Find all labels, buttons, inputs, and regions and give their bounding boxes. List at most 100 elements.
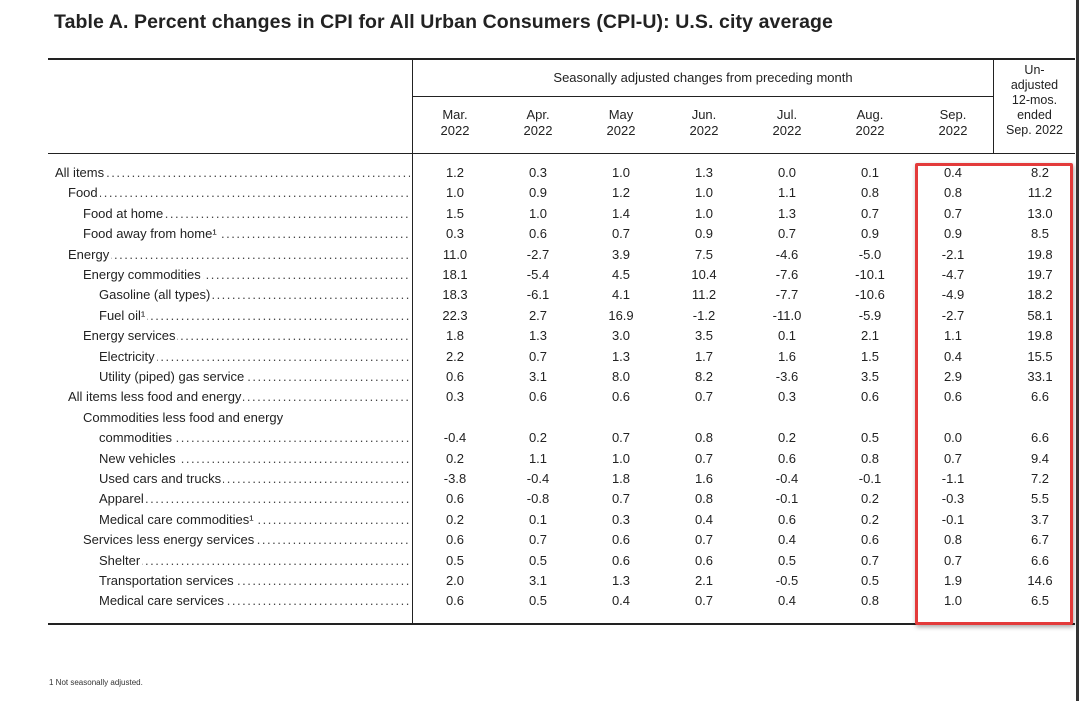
value-cell: 0.5 <box>777 552 797 568</box>
row-label-text: Food at home <box>83 205 166 221</box>
row-label-text: Commodities less food and energy <box>83 409 286 425</box>
value-cell: 0.6 <box>445 491 465 507</box>
value-cell: 0.6 <box>528 389 548 405</box>
unadjusted-value-cell: 15.5 <box>1027 348 1053 364</box>
year-label: 2022 <box>772 123 802 138</box>
value-cell: 1.8 <box>445 328 465 344</box>
value-cell: -2.1 <box>941 246 965 262</box>
month-header: Aug. 2022 <box>835 107 905 139</box>
value-cell: 0.5 <box>860 430 880 446</box>
value-cell: 1.1 <box>943 328 963 344</box>
value-cell: 0.7 <box>694 450 714 466</box>
month-header: Mar. 2022 <box>420 107 490 139</box>
value-cell: 4.1 <box>611 287 631 303</box>
value-cell: 0.7 <box>943 450 963 466</box>
value-cell: 0.7 <box>528 348 548 364</box>
row-label: ........................................… <box>55 307 410 323</box>
value-cell: 0.7 <box>611 226 631 242</box>
value-cell: 0.8 <box>694 430 714 446</box>
value-cell: 0.2 <box>445 450 465 466</box>
month-label: Aug. <box>856 107 884 122</box>
value-cell: 1.3 <box>611 573 631 588</box>
row-label: ........................................… <box>55 552 410 568</box>
year-label: 2022 <box>855 123 885 138</box>
value-cell: 3.1 <box>528 369 548 384</box>
table-row: ........................................… <box>0 430 1079 450</box>
row-label: ........................................… <box>55 471 410 486</box>
month-label: Apr. <box>526 107 550 122</box>
row-label-text: All items <box>55 165 107 180</box>
year-label: 2022 <box>606 123 636 138</box>
row-label-text: Utility (piped) gas service <box>99 369 247 384</box>
unadjusted-value-cell: 58.1 <box>1027 307 1053 323</box>
unadjusted-line: Un- <box>1024 63 1045 77</box>
unadjusted-value-cell: 19.8 <box>1027 328 1053 344</box>
value-cell: 1.0 <box>445 185 465 201</box>
value-cell: -7.7 <box>775 287 799 303</box>
value-cell: -0.1 <box>775 491 799 507</box>
value-cell: 1.0 <box>943 593 963 609</box>
month-label: Jul. <box>776 107 798 122</box>
value-cell: 0.6 <box>445 532 465 548</box>
value-cell: -3.8 <box>443 471 467 486</box>
value-cell: 0.7 <box>860 552 880 568</box>
month-header: Sep. 2022 <box>918 107 988 139</box>
value-cell: 0.1 <box>777 328 797 344</box>
row-label-text: Energy services <box>83 328 178 344</box>
table-row: ........................................… <box>0 267 1079 287</box>
month-header: Apr. 2022 <box>503 107 573 139</box>
row-label: Commodities less food and energy <box>55 409 410 425</box>
value-cell: 0.5 <box>528 552 548 568</box>
row-label-text: Energy commodities <box>83 267 203 282</box>
value-cell: 1.1 <box>528 450 548 466</box>
unadjusted-value-cell: 6.6 <box>1030 430 1050 446</box>
value-cell: -4.6 <box>775 246 799 262</box>
value-cell: 0.6 <box>611 389 631 405</box>
value-cell: 0.2 <box>860 511 880 527</box>
row-label-text: Transportation services <box>99 573 236 588</box>
table-row: ........................................… <box>0 185 1079 205</box>
leader-dots: ........................................… <box>99 348 410 364</box>
table-row: ........................................… <box>0 348 1079 369</box>
value-cell: 1.5 <box>860 348 880 364</box>
value-cell: 0.4 <box>694 511 714 527</box>
value-cell: 22.3 <box>442 307 468 323</box>
value-cell: 2.0 <box>445 573 465 588</box>
value-cell: 0.4 <box>943 165 963 180</box>
table-row: ........................................… <box>0 369 1079 389</box>
unadjusted-divider <box>993 60 994 153</box>
row-label: ........................................… <box>55 532 410 548</box>
value-cell: 0.6 <box>528 226 548 242</box>
table-row: ........................................… <box>0 573 1079 593</box>
unadjusted-value-cell: 6.5 <box>1030 593 1050 609</box>
value-cell: 0.6 <box>694 552 714 568</box>
value-cell: 1.0 <box>528 205 548 221</box>
value-cell: 0.1 <box>528 511 548 527</box>
value-cell: 0.8 <box>860 185 880 201</box>
value-cell: 0.4 <box>777 593 797 609</box>
row-label-text: Medical care commodities¹ <box>99 511 256 527</box>
table-row: ........................................… <box>0 307 1079 328</box>
row-label-text: Medical care services <box>99 593 226 609</box>
table-row: ........................................… <box>0 532 1079 552</box>
value-cell: 2.1 <box>694 573 714 588</box>
unadjusted-value-cell: 33.1 <box>1027 369 1053 384</box>
value-cell: 0.7 <box>611 491 631 507</box>
unadjusted-value-cell: 8.5 <box>1030 226 1050 242</box>
value-cell: 18.3 <box>442 287 468 303</box>
table-row: ........................................… <box>0 593 1079 613</box>
row-label: ........................................… <box>55 511 410 527</box>
year-label: 2022 <box>938 123 968 138</box>
row-label-text: Gasoline (all types) <box>99 287 213 303</box>
unadjusted-value-cell: 6.6 <box>1030 389 1050 405</box>
value-cell: 3.5 <box>694 328 714 344</box>
bottom-rule <box>48 623 1075 625</box>
unadjusted-header: Un- adjusted 12-mos. ended Sep. 2022 <box>994 63 1075 138</box>
value-cell: -1.2 <box>692 307 716 323</box>
value-cell: 3.0 <box>611 328 631 344</box>
value-cell: 1.3 <box>777 205 797 221</box>
value-cell: 0.7 <box>694 532 714 548</box>
table-row: ........................................… <box>0 287 1079 307</box>
value-cell: 7.5 <box>694 246 714 262</box>
value-cell: -7.6 <box>775 267 799 282</box>
